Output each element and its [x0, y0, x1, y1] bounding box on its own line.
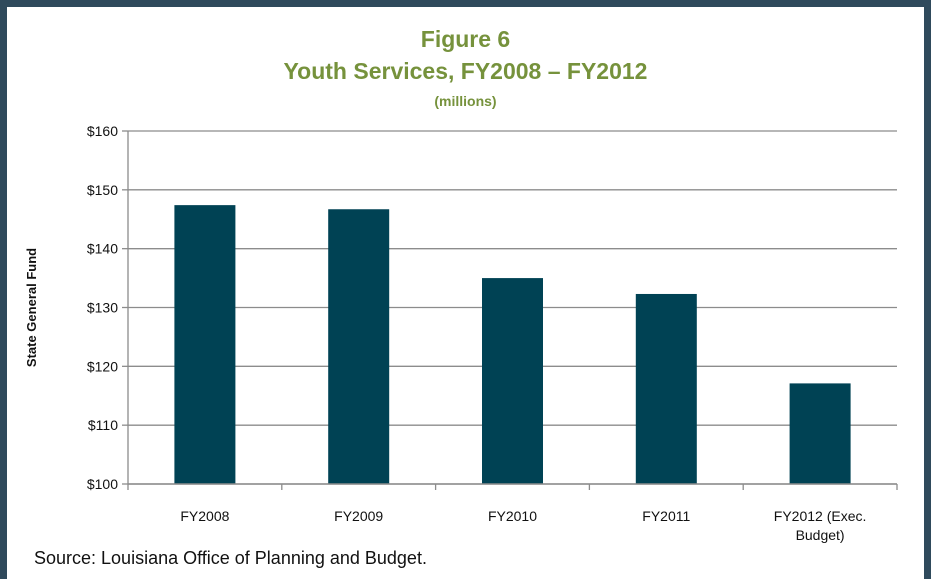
chart-subtitle: Youth Services, FY2008 – FY2012: [283, 58, 648, 84]
source-note: Source: Louisiana Office of Planning and…: [34, 548, 427, 568]
x-tick-label: FY2008: [180, 508, 229, 524]
bar: [635, 293, 697, 484]
x-tick-label: FY2010: [488, 508, 537, 524]
x-tick-label: FY2009: [334, 508, 383, 524]
bar: [328, 209, 390, 484]
y-tick-label: $110: [88, 417, 118, 433]
chart-title: Figure 6: [420, 26, 511, 52]
y-tick-label: $140: [87, 241, 118, 257]
bar: [789, 383, 851, 484]
bar: [174, 205, 236, 484]
y-tick-label: $100: [87, 476, 118, 492]
x-tick-label: FY2012 (Exec. Budget): [774, 508, 867, 543]
y-tick-label: $150: [87, 182, 118, 198]
y-tick-label: $160: [87, 123, 118, 139]
chart-units: (millions): [434, 93, 497, 109]
x-tick-label: FY2011: [642, 508, 690, 524]
y-axis-label: State General Fund: [24, 248, 39, 367]
y-tick-label: $120: [87, 358, 118, 374]
y-tick-label: $130: [87, 300, 118, 316]
bar: [482, 278, 543, 484]
